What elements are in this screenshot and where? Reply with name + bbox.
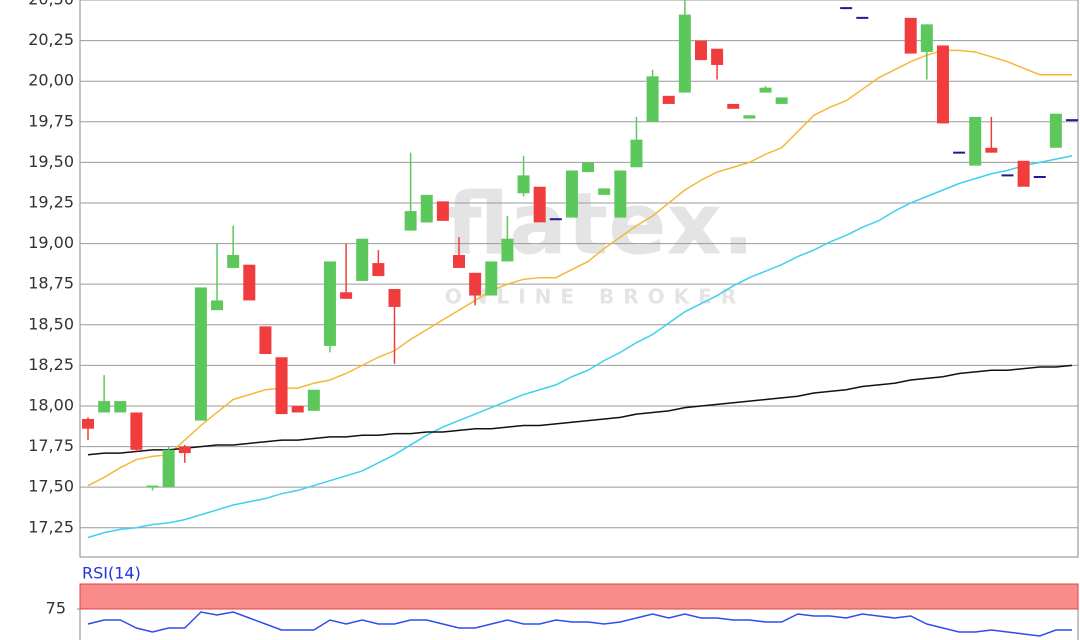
candle-body (630, 139, 643, 168)
candle-body (678, 14, 691, 93)
candle-body (436, 201, 449, 221)
candle-body (565, 170, 578, 218)
candle-body (178, 446, 191, 454)
overbought-band (79, 583, 1079, 610)
candle-body (162, 449, 175, 488)
candle-body (662, 95, 675, 104)
candle-body (356, 238, 369, 281)
candle-body (614, 170, 627, 218)
candle-body (404, 211, 417, 231)
y-tick-label: 19,25 (28, 192, 74, 211)
candle-body (211, 300, 224, 311)
candle-body (453, 254, 466, 268)
candle-body (420, 194, 433, 223)
y-tick-label: 75 (46, 599, 66, 618)
candle-body (469, 272, 482, 296)
y-tick-label: 17,25 (28, 517, 74, 536)
rsi-line (87, 611, 1072, 637)
candle-body (243, 264, 256, 301)
y-tick-label: 17,75 (28, 436, 74, 455)
candle-body (114, 401, 127, 413)
y-tick-label: 18,50 (28, 314, 74, 333)
candle-body (711, 48, 724, 65)
candle-body (291, 405, 304, 413)
moving-average-line (87, 364, 1073, 456)
y-tick-label: 20,50 (28, 0, 74, 9)
moving-average-line (87, 155, 1073, 539)
candle-body (130, 412, 143, 450)
candle-body (533, 186, 546, 223)
candle-body (82, 418, 94, 429)
candle-body (259, 326, 272, 355)
candle-body (388, 289, 401, 307)
candle-body (936, 45, 949, 124)
candle-body (517, 175, 530, 194)
candle-body (646, 76, 659, 122)
candle-body (307, 389, 320, 411)
candle-body (227, 254, 240, 268)
candle-body (1017, 160, 1030, 187)
y-tick-label: 18,00 (28, 395, 74, 414)
candle-body (743, 115, 756, 119)
candle-body (694, 40, 707, 61)
candle-body (146, 485, 159, 488)
candle-body (985, 147, 998, 153)
candle-body (194, 287, 207, 421)
y-tick-label: 18,75 (28, 274, 74, 293)
moving-average-line (87, 49, 1072, 487)
candle-body (727, 103, 740, 109)
candle-body (1049, 113, 1062, 148)
y-tick-label: 18,25 (28, 355, 74, 374)
candle-body (485, 261, 498, 296)
candle-body (275, 357, 288, 415)
y-tick-label: 17,50 (28, 477, 74, 496)
y-tick-label: 19,50 (28, 152, 74, 171)
candle-body (372, 263, 385, 277)
candle-body (904, 17, 917, 54)
candle-body (969, 116, 982, 166)
candle-body (98, 401, 111, 413)
candle-body (340, 292, 353, 299)
y-tick-label: 20,25 (28, 30, 74, 49)
candle-body (598, 188, 611, 195)
candle-body (920, 24, 933, 52)
candle-body (501, 238, 514, 262)
y-tick-label: 19,75 (28, 111, 74, 130)
candle-body (759, 87, 772, 93)
y-tick-label: 20,00 (28, 71, 74, 90)
candle-body (323, 261, 336, 346)
rsi-title: RSI(14) (82, 564, 141, 583)
candle-body (775, 97, 788, 104)
y-tick-label: 19,00 (28, 233, 74, 252)
plot-frame (79, 0, 1079, 558)
candle-body (582, 162, 595, 173)
